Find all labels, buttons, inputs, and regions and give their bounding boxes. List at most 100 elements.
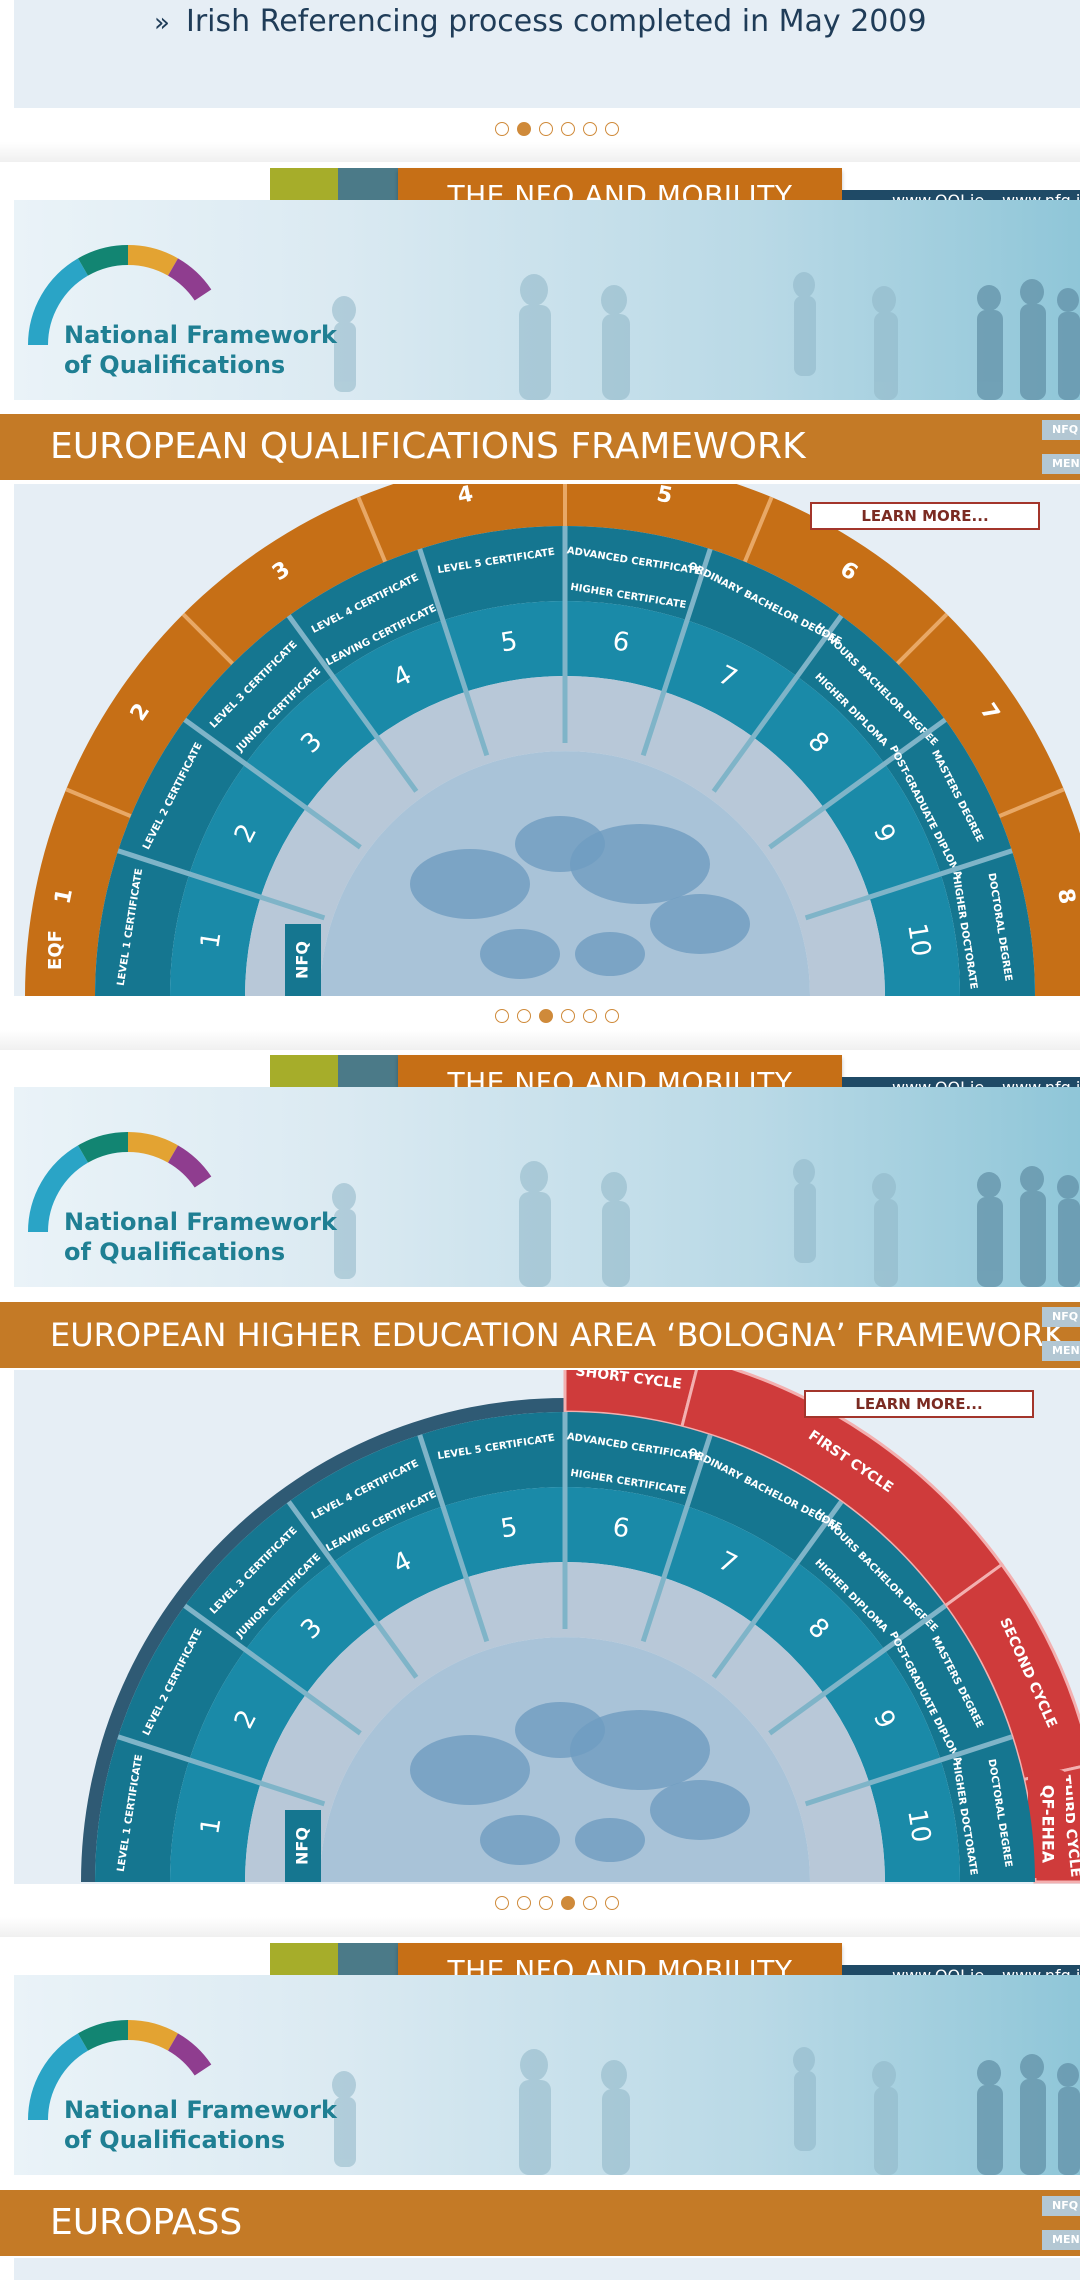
- landmass: [575, 1818, 645, 1862]
- side-tab-menu[interactable]: MEN: [1042, 2230, 1080, 2250]
- referencing-note: Irish Referencing process completed in M…: [186, 4, 927, 39]
- eqf-divider: [181, 612, 235, 666]
- side-tab-nfq[interactable]: NFQ: [1042, 2196, 1080, 2216]
- logo-text: National Framework of Qualifications: [64, 2096, 337, 2154]
- nfq-level-number: 6: [610, 1512, 631, 1544]
- nfq-logo-icon: [28, 245, 212, 346]
- nfq-level-number: 10: [901, 1807, 936, 1844]
- level-divider: [640, 548, 713, 757]
- level-ring: [170, 1487, 960, 1882]
- pager-3: [0, 1893, 1080, 1913]
- eqf-level-label: 8: [1052, 886, 1080, 906]
- pager-dot[interactable]: [561, 122, 575, 136]
- eqf-divider: [743, 496, 774, 563]
- pager-dot[interactable]: [583, 1896, 597, 1910]
- green-tab: [270, 1055, 338, 1089]
- slide-2-title: EUROPEAN HIGHER EDUCATION AREA ‘BOLOGNA’…: [0, 1302, 1080, 1368]
- qf-ehea-label: QF-EHEA: [1039, 1785, 1058, 1864]
- pager-dot[interactable]: [517, 1009, 531, 1023]
- inner-ring: [245, 676, 885, 996]
- slide-1-banner: National Framework of Qualifications: [14, 200, 1080, 400]
- eqf-divider: [998, 787, 1065, 818]
- level-divider: [768, 1603, 947, 1736]
- slide-3-title: EUROPASS: [0, 2190, 1080, 2256]
- pager-dot[interactable]: [517, 122, 531, 136]
- award-ring: [95, 526, 1035, 996]
- nfq-level-number: 5: [498, 626, 519, 658]
- nfq-level-number: 1: [195, 929, 227, 950]
- green-tab: [270, 168, 338, 202]
- level-divider: [417, 548, 490, 757]
- learn-more-button[interactable]: LEARN MORE...: [810, 502, 1040, 530]
- divider: [0, 142, 1080, 162]
- nfq-label: NFQ: [293, 941, 312, 979]
- pager-dot[interactable]: [539, 122, 553, 136]
- landmass: [650, 1780, 750, 1840]
- slide-3-content-area: [14, 2258, 1080, 2280]
- eqf-tab: [34, 904, 78, 996]
- level-ring: [170, 601, 960, 996]
- qf-ehea-tab: [1028, 1770, 1066, 1878]
- pager-dot[interactable]: [605, 1009, 619, 1023]
- inner-ring: [245, 1562, 885, 1882]
- pager-dot[interactable]: [605, 122, 619, 136]
- slate-tab: [338, 168, 398, 202]
- pager-1: [0, 119, 1080, 139]
- eqf-level-label: 4: [455, 484, 475, 509]
- level-divider: [640, 1434, 713, 1643]
- pager-dot[interactable]: [539, 1896, 553, 1910]
- side-tab-nfq[interactable]: NFQ: [1042, 420, 1080, 440]
- level-divider: [286, 1500, 419, 1679]
- award-ring: [95, 1412, 1035, 1882]
- eqf-label: EQF: [45, 930, 66, 970]
- level-divider: [183, 1603, 362, 1736]
- landmass: [480, 1815, 560, 1865]
- slide-3-banner: National Framework of Qualifications: [14, 1975, 1080, 2175]
- nfq-level-number: 6: [610, 626, 631, 658]
- landmass: [570, 824, 710, 904]
- nfq-level-number: 1: [195, 1815, 227, 1836]
- pager-dot[interactable]: [583, 122, 597, 136]
- landmass: [410, 1735, 530, 1805]
- side-tab-nfq[interactable]: NFQ: [1042, 1307, 1080, 1327]
- eqf-level-label: 5: [655, 484, 675, 509]
- landmass: [410, 849, 530, 919]
- side-tab-menu[interactable]: MEN: [1042, 1341, 1080, 1361]
- nfq-level-number: 5: [498, 1512, 519, 1544]
- pager-dot[interactable]: [561, 1896, 575, 1910]
- slide-2-banner: National Framework of Qualifications: [14, 1087, 1080, 1287]
- people-silhouettes-image: [332, 2047, 1080, 2175]
- landmass: [650, 894, 750, 954]
- pager-dot[interactable]: [495, 122, 509, 136]
- divider: [0, 1917, 1080, 1937]
- side-tab-menu[interactable]: MEN: [1042, 454, 1080, 474]
- nfq-logo-icon: [28, 1132, 212, 1233]
- level-divider: [183, 717, 362, 850]
- learn-more-button[interactable]: LEARN MORE...: [804, 1390, 1034, 1418]
- bullet-icon: »: [154, 8, 170, 38]
- nfq-logo-icon: [28, 2020, 212, 2121]
- eqf-level-label: 1: [51, 886, 79, 906]
- pager-dot[interactable]: [605, 1896, 619, 1910]
- divider: [0, 1030, 1080, 1050]
- level-divider: [117, 848, 326, 921]
- green-tab: [270, 1943, 338, 1977]
- pager-dot[interactable]: [539, 1009, 553, 1023]
- pager-dot[interactable]: [495, 1009, 509, 1023]
- level-divider: [286, 614, 419, 793]
- people-silhouettes-image: [332, 1159, 1080, 1287]
- level-divider: [417, 1434, 490, 1643]
- level-divider: [768, 717, 947, 850]
- pager-dot[interactable]: [583, 1009, 597, 1023]
- slate-tab: [338, 1943, 398, 1977]
- level-divider: [804, 1734, 1013, 1807]
- pager-dot[interactable]: [495, 1896, 509, 1910]
- nfq-tab: [285, 924, 321, 996]
- pager-dot[interactable]: [517, 1896, 531, 1910]
- level-divider: [711, 614, 844, 793]
- nfq-label: NFQ: [293, 1827, 312, 1865]
- pager-dot[interactable]: [561, 1009, 575, 1023]
- eqf-divider: [356, 496, 387, 563]
- eqf-divider: [895, 612, 949, 666]
